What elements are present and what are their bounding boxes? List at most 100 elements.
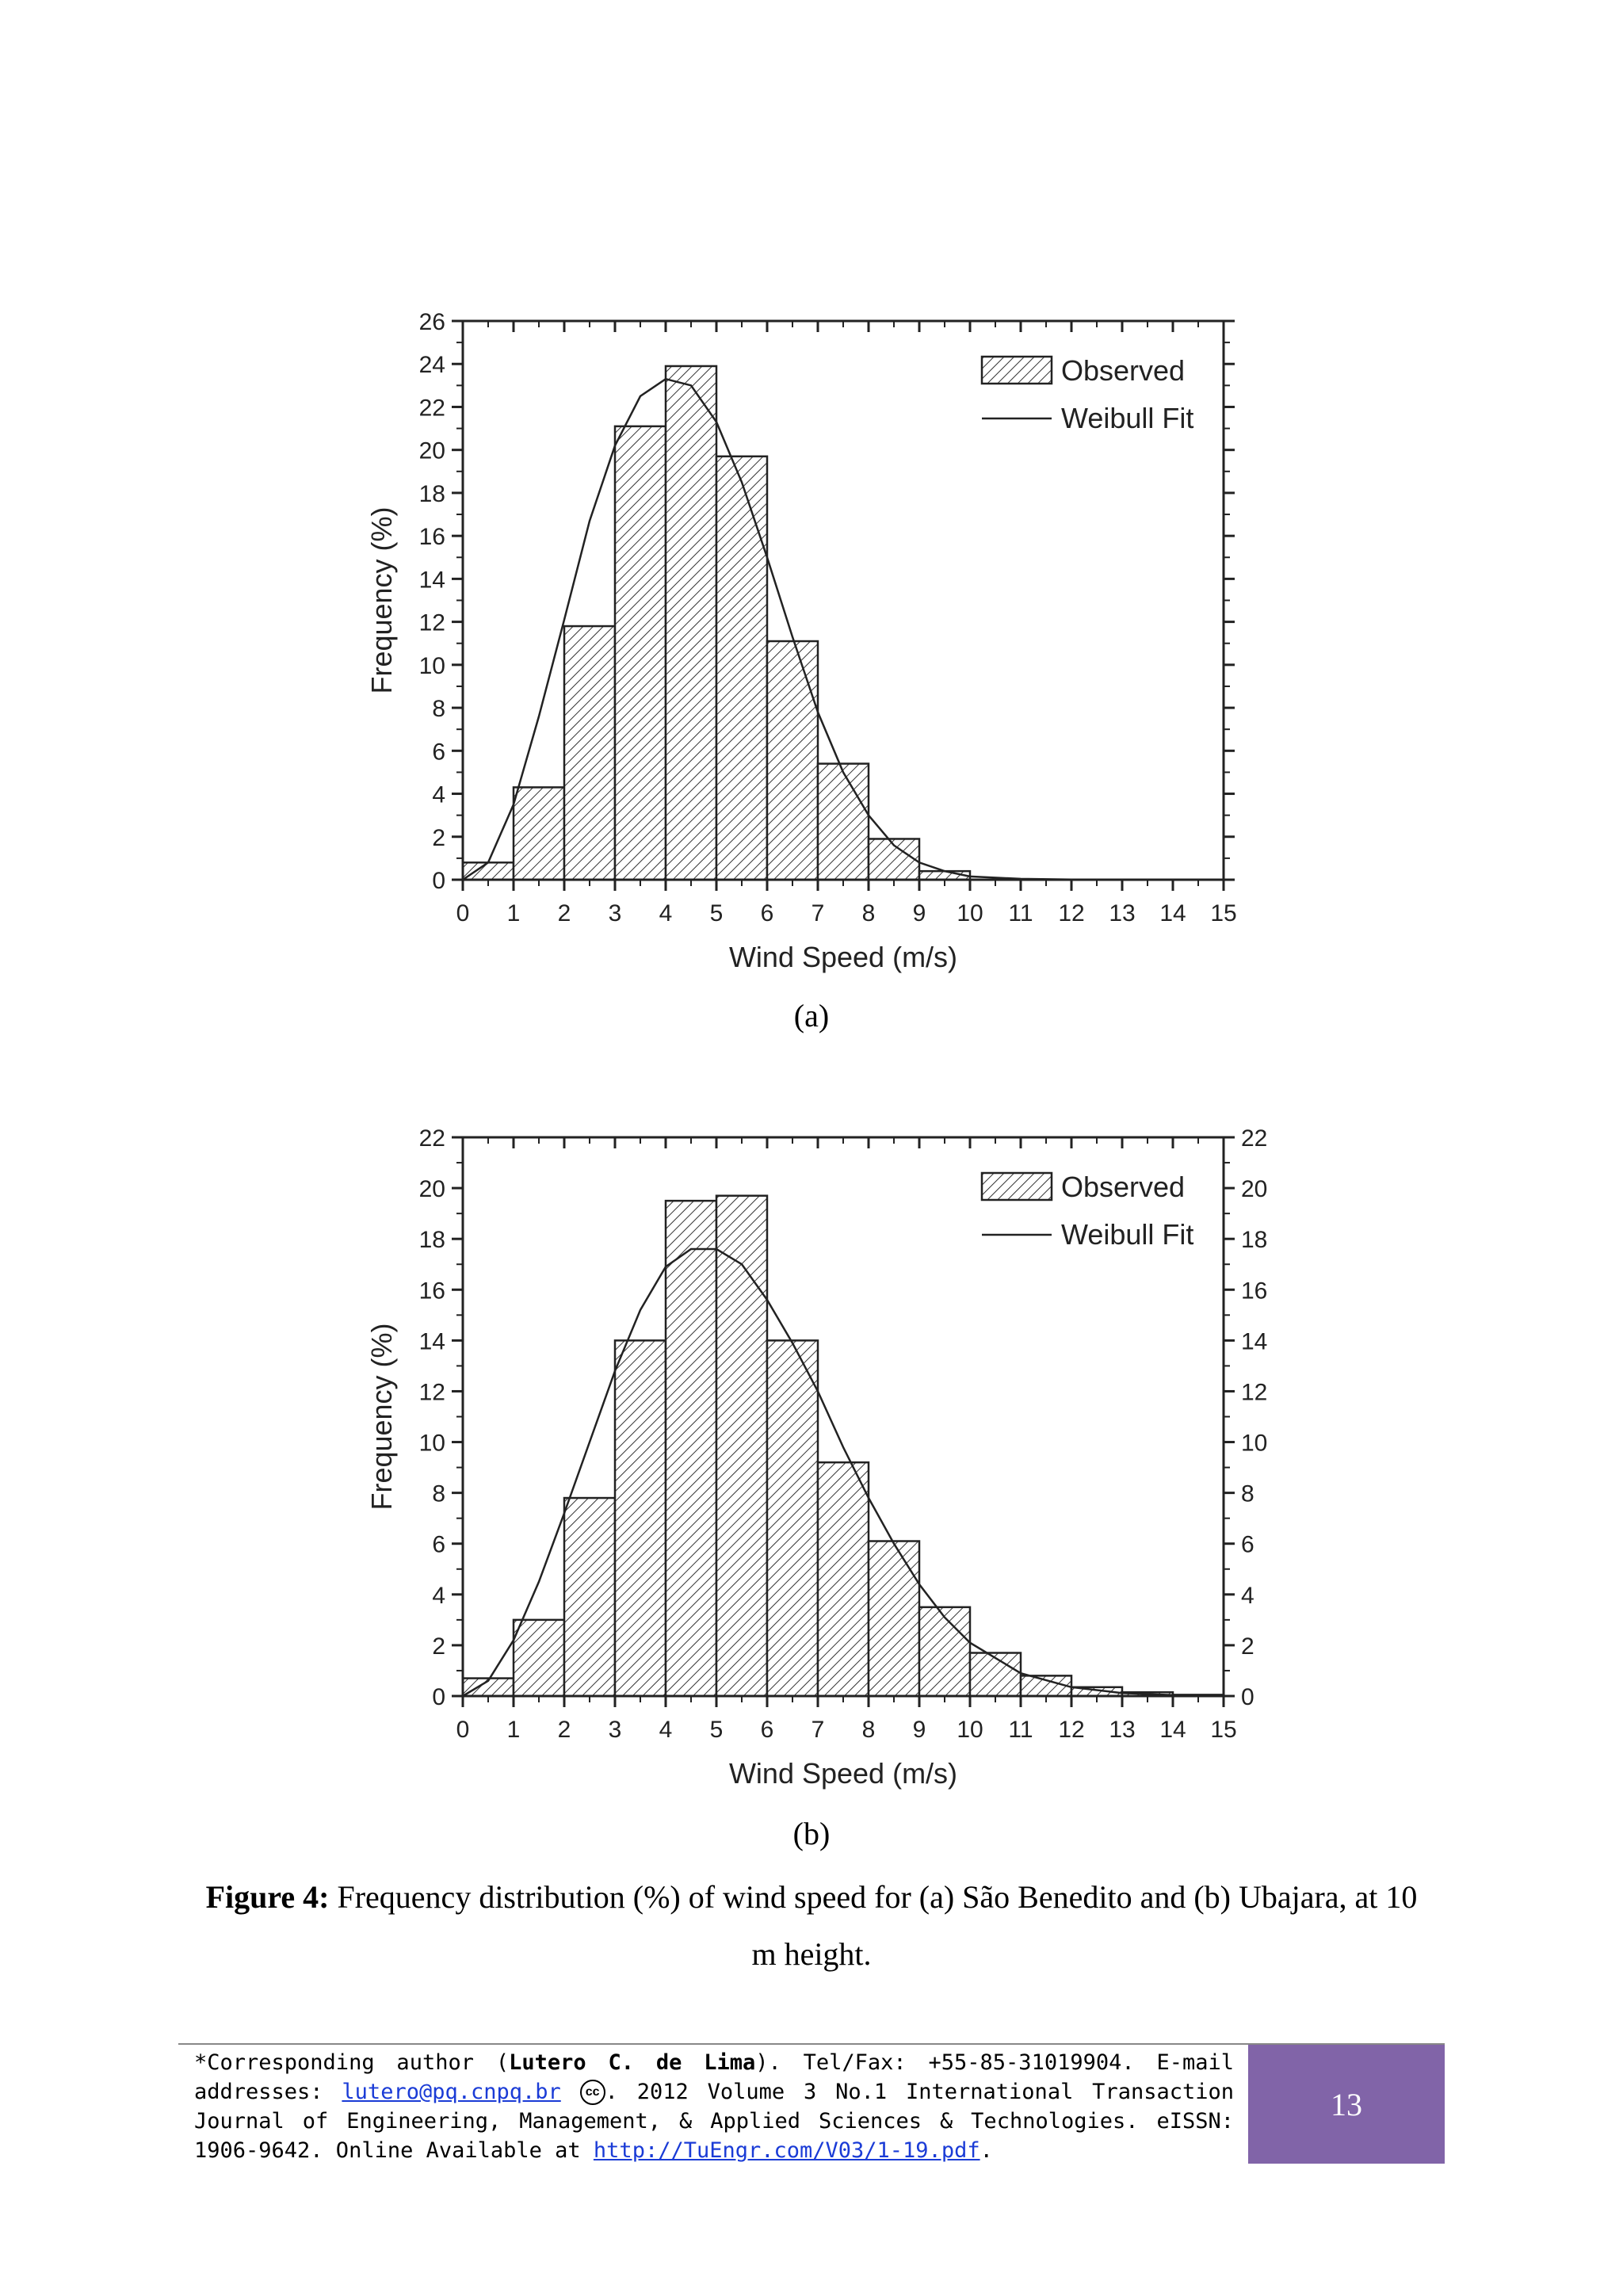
y-axis-label: Frequency (%) [365,506,398,693]
x-tick-label: 12 [1058,1717,1084,1743]
y-tick-label: 8 [432,1481,445,1507]
subfigure-label-a: (a) [793,998,830,1033]
x-tick-label: 2 [558,900,571,926]
x-tick-label: 9 [913,1717,926,1743]
x-tick-label: 9 [913,900,926,926]
observed-bar [816,762,870,881]
x-tick-label: 7 [812,1717,825,1743]
y-tick-label: 16 [419,524,445,550]
x-tick-label: 15 [1210,1717,1236,1743]
legend-observed-label: Observed [1061,1171,1185,1203]
creative-commons-icon: cc [579,2080,605,2105]
x-tick-label: 5 [710,1717,724,1743]
footer-author-prefix: *Corresponding author ( [194,2050,510,2075]
observed-bar [664,365,718,881]
y-tick-label: 26 [419,309,445,335]
x-tick-label: 14 [1159,1717,1186,1743]
observed-bar [766,1339,819,1698]
x-tick-label: 15 [1210,900,1236,926]
x-tick-label: 1 [507,1717,521,1743]
y-tick-label: 20 [419,1176,445,1202]
x-tick-label: 4 [659,900,673,926]
footer-end: . [980,2138,993,2163]
x-tick-label: 4 [659,1717,673,1743]
legend-observed-swatch [980,1171,1053,1201]
subfigure-label-b: (b) [792,1816,831,1851]
y-tick-label: 10 [419,1431,445,1457]
footer-url-link[interactable]: http://TuEngr.com/V03/1-19.pdf [593,2138,980,2163]
x-tick-label: 11 [1008,1717,1033,1743]
legend-observed-swatch [980,355,1053,385]
y-tick-label: 14 [419,567,445,593]
x-tick-label: 11 [1008,900,1033,926]
caption-label: Figure 4: [205,1879,330,1915]
observed-bar [968,1652,1022,1698]
y-tick-label: 22 [419,395,445,421]
observed-bar [563,625,617,881]
y-tick-label: 6 [432,1532,445,1558]
observed-bar [766,640,819,881]
y-tick-label: 2 [432,1633,445,1660]
y-tick-label-right: 14 [1241,1328,1267,1354]
x-tick-label: 3 [609,900,622,926]
x-tick-label: 0 [456,1717,470,1743]
legend-weibull-label: Weibull Fit [1061,402,1193,434]
page-number: 13 [1331,2086,1362,2122]
observed-bar [613,1339,667,1698]
y-tick-label-right: 6 [1241,1532,1254,1558]
observed-bar [512,786,566,881]
observed-bar [664,1199,718,1698]
y-tick-label: 24 [419,352,445,378]
x-tick-label: 13 [1109,1717,1135,1743]
observed-bar [512,1618,566,1698]
x-tick-label: 7 [812,900,825,926]
x-tick-label: 3 [609,1717,622,1743]
y-tick-label-right: 8 [1241,1481,1254,1507]
y-tick-label: 10 [419,653,445,679]
x-tick-label: 10 [957,1717,983,1743]
observed-bar [867,1540,921,1698]
page-number-box: 13 [1248,2045,1445,2164]
y-tick-label: 14 [419,1328,445,1354]
footer-email-link[interactable]: lutero@pq.cnpq.br [342,2080,561,2104]
y-axis-label: Frequency (%) [365,1323,398,1510]
y-tick-label: 12 [419,1379,445,1405]
y-tick-label-right: 12 [1241,1379,1267,1405]
y-tick-label-right: 2 [1241,1633,1254,1660]
x-tick-label: 14 [1159,900,1186,926]
observed-bar [563,1496,617,1698]
y-tick-label-right: 16 [1241,1278,1267,1304]
observed-bar [715,455,769,881]
y-tick-label-right: 4 [1241,1583,1254,1609]
x-tick-label: 6 [761,1717,774,1743]
y-tick-label: 16 [419,1278,445,1304]
y-tick-label: 0 [432,868,445,894]
legend-weibull-label: Weibull Fit [1061,1218,1193,1251]
weibull-fit-line [462,1247,1224,1698]
y-tick-label-right: 18 [1241,1227,1267,1253]
y-tick-label-right: 10 [1241,1431,1267,1457]
x-tick-label: 0 [456,900,470,926]
y-tick-label-right: 20 [1241,1176,1267,1202]
x-tick-label: 10 [957,900,983,926]
footer-contact: ). Tel/Fax: +55-85-31019904. E-mail addr… [194,2050,1234,2104]
x-tick-label: 6 [761,900,774,926]
y-tick-label-right: 0 [1241,1684,1254,1710]
y-tick-label: 18 [419,1227,445,1253]
x-tick-label: 13 [1109,900,1135,926]
observed-bar [613,425,667,881]
y-tick-label: 4 [432,782,445,808]
observed-bar [918,1606,972,1698]
y-tick-label: 2 [432,825,445,851]
footer-text: *Corresponding author (Lutero C. de Lima… [194,2048,1234,2165]
x-tick-label: 5 [710,900,724,926]
y-tick-label: 0 [432,1684,445,1710]
y-tick-label-right: 22 [1241,1125,1267,1152]
page-footer: *Corresponding author (Lutero C. de Lima… [178,2043,1445,2164]
figure-caption: Figure 4: Frequency distribution (%) of … [190,1869,1433,1983]
x-tick-label: 12 [1058,900,1084,926]
y-tick-label: 12 [419,610,445,636]
observed-bar [715,1194,769,1698]
y-tick-label: 8 [432,696,445,722]
